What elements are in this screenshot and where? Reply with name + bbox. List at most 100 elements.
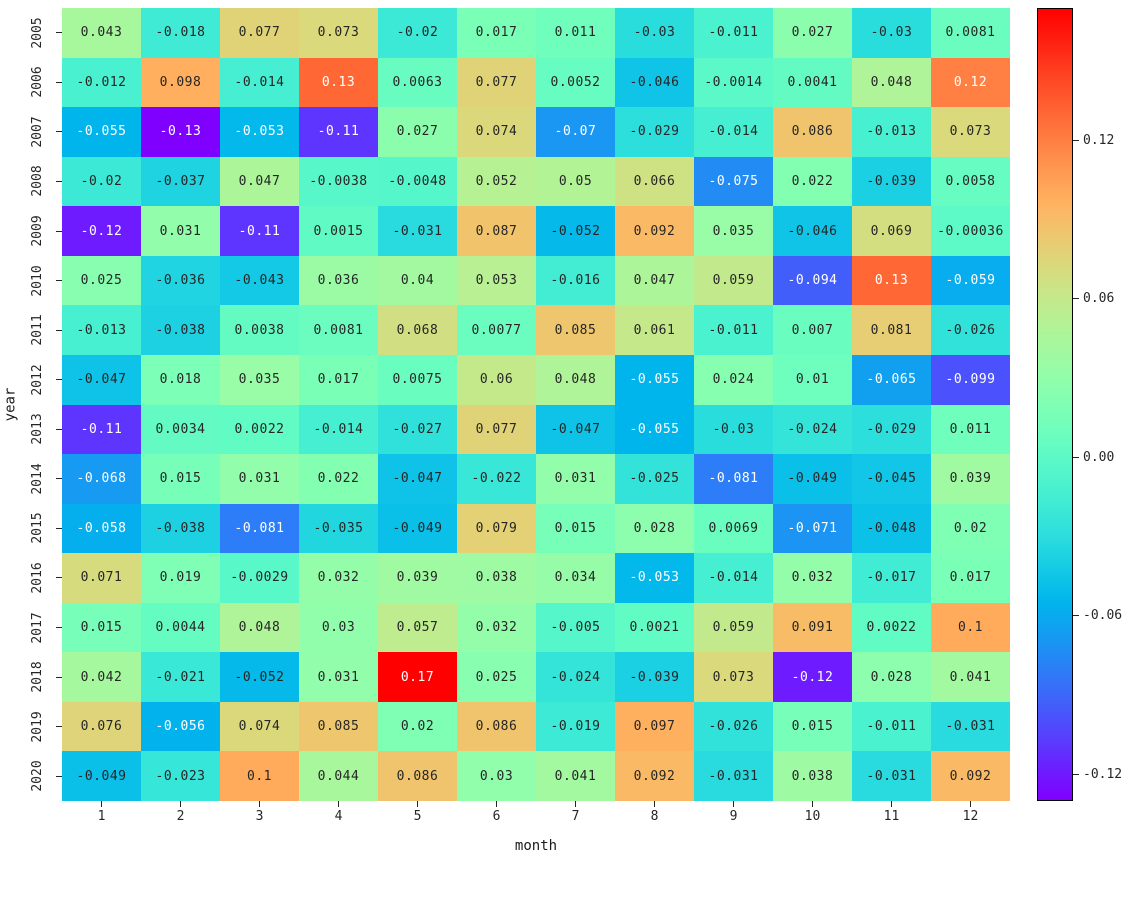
heatmap-cell: 0.015 (141, 454, 220, 504)
heatmap-cell: 0.028 (615, 503, 694, 554)
heatmap-grid: 0.043 -0.018 0.077 0.073 -0.02 0.017 0.011 -0.0… (62, 8, 1010, 801)
heatmap-cell: 0.097 (615, 701, 694, 752)
heatmap-cell: 0.073 (299, 8, 378, 58)
heatmap-cell: 0.091 (773, 602, 852, 653)
y-tick-label: 2006 (29, 66, 45, 98)
heatmap-cell: -0.11 (299, 107, 378, 157)
heatmap-cell: -0.052 (220, 652, 299, 702)
heatmap-cell: -0.038 (141, 305, 220, 355)
y-tick-mark (56, 180, 62, 182)
heatmap-cell: 0.041 (931, 652, 1010, 702)
heatmap-cell: 0.017 (299, 354, 378, 405)
y-tick-mark (56, 32, 62, 34)
heatmap-cell: 0.066 (615, 156, 694, 207)
colorbar-tick-label: 0.12 (1083, 132, 1115, 148)
heatmap-cell: -0.12 (773, 652, 852, 702)
heatmap-cell: 0.0022 (220, 404, 299, 455)
heatmap-cell: -0.053 (220, 107, 299, 157)
heatmap-cell: 0.022 (299, 454, 378, 504)
heatmap-cell: 0.025 (457, 652, 536, 702)
heatmap-cell: 0.03 (299, 602, 378, 653)
heatmap-cell: 0.039 (378, 553, 457, 603)
heatmap-cell: 0.068 (378, 305, 457, 355)
heatmap-cell: 0.035 (694, 206, 773, 256)
y-tick-label: 2008 (29, 165, 45, 198)
heatmap-cell: -0.027 (378, 404, 457, 455)
heatmap-cell: 0.019 (141, 553, 220, 603)
x-tick-label: 10 (804, 808, 821, 824)
heatmap-cell: 0.011 (536, 8, 615, 58)
heatmap-cell: 0.015 (62, 602, 141, 653)
y-tick-mark (56, 676, 62, 678)
heatmap-cell: -0.046 (615, 57, 694, 108)
heatmap-cell: 0.032 (299, 553, 378, 603)
heatmap-cell: 0.061 (615, 305, 694, 355)
heatmap-cell: -0.011 (694, 305, 773, 355)
heatmap-cell: -0.03 (694, 404, 773, 455)
heatmap-cell: 0.1 (931, 602, 1010, 653)
heatmap-cell: -0.056 (141, 701, 220, 752)
y-tick-mark (56, 379, 62, 381)
x-tick-label: 2 (176, 808, 185, 824)
heatmap-cell: -0.013 (852, 107, 931, 157)
x-tick-mark (575, 801, 576, 807)
heatmap-cell: 0.035 (220, 354, 299, 405)
heatmap-cell: 0.074 (457, 107, 536, 157)
heatmap-cell: 0.074 (220, 701, 299, 752)
x-tick-label: 11 (883, 808, 900, 824)
y-tick-mark (56, 726, 62, 728)
y-tick-label: 2010 (29, 264, 45, 297)
heatmap-cell: -0.11 (62, 404, 141, 455)
heatmap-cell: 0.092 (615, 206, 694, 256)
heatmap-cell: 0.05 (536, 156, 615, 207)
y-tick-label: 2012 (29, 364, 45, 396)
heatmap-cell: -0.005 (536, 602, 615, 653)
heatmap-cell: 0.024 (694, 354, 773, 405)
colorbar-tick-mark (1073, 774, 1079, 776)
heatmap-cell: -0.02 (62, 156, 141, 207)
heatmap-cell: -0.014 (299, 404, 378, 455)
heatmap-cell: -0.031 (931, 701, 1010, 752)
heatmap-cell: 0.073 (694, 652, 773, 702)
heatmap-cell: -0.029 (615, 107, 694, 157)
y-tick-mark (56, 775, 62, 777)
heatmap-cell: 0.028 (852, 652, 931, 702)
x-tick-label: 5 (413, 808, 422, 824)
heatmap-cell: -0.0048 (378, 156, 457, 207)
heatmap-cell: 0.092 (615, 751, 694, 801)
heatmap-cell: 0.0058 (931, 156, 1010, 207)
heatmap-cell: 0.085 (299, 701, 378, 752)
heatmap-cell: -0.11 (220, 206, 299, 256)
heatmap-cell: -0.014 (694, 553, 773, 603)
heatmap-cell: -0.055 (615, 404, 694, 455)
heatmap-cell: 0.086 (457, 701, 536, 752)
heatmap-cell: 0.015 (536, 503, 615, 554)
heatmap-cell: 0.0052 (536, 57, 615, 108)
x-tick-label: 9 (729, 808, 738, 824)
heatmap-cell: 0.031 (536, 454, 615, 504)
heatmap-cell: 0.048 (220, 602, 299, 653)
heatmap-cell: -0.038 (141, 503, 220, 554)
heatmap-cell: 0.0069 (694, 503, 773, 554)
heatmap-cell: 0.1 (220, 751, 299, 801)
heatmap-cell: -0.055 (615, 354, 694, 405)
heatmap-cell: 0.071 (62, 553, 141, 603)
heatmap-cell: -0.023 (141, 751, 220, 801)
x-tick-mark (970, 801, 971, 807)
y-tick-label: 2013 (29, 413, 45, 445)
heatmap-cell: 0.098 (141, 57, 220, 108)
heatmap-cell: -0.018 (141, 8, 220, 58)
y-tick-label: 2007 (29, 116, 45, 148)
x-tick-label: 3 (255, 808, 264, 824)
heatmap-cell: -0.047 (378, 454, 457, 504)
colorbar-tick-mark (1073, 298, 1079, 300)
heatmap-cell: 0.027 (378, 107, 457, 157)
heatmap-cell: -0.00036 (931, 206, 1010, 256)
heatmap-cell: 0.081 (852, 305, 931, 355)
heatmap-cell: 0.12 (931, 57, 1010, 108)
heatmap-cell: -0.099 (931, 354, 1010, 405)
heatmap-cell: -0.012 (62, 57, 141, 108)
heatmap-cell: -0.0029 (220, 553, 299, 603)
heatmap-cell: 0.038 (773, 751, 852, 801)
